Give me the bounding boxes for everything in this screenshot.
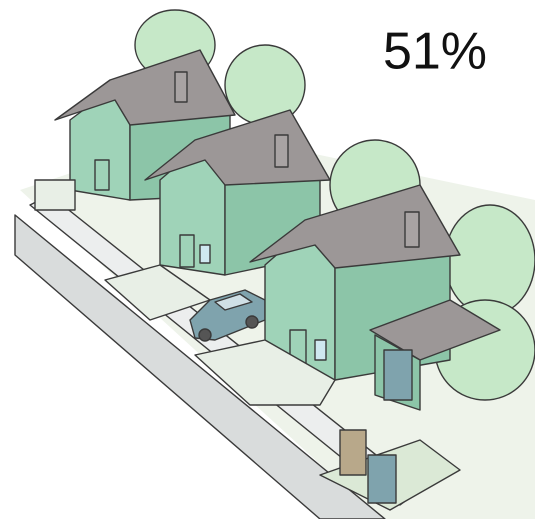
- bin: [340, 430, 366, 475]
- door: [180, 235, 194, 267]
- illustration: 51%: [0, 0, 535, 519]
- percent-label: 51%: [383, 23, 487, 81]
- chimney: [275, 135, 288, 167]
- window: [200, 245, 210, 263]
- window: [315, 340, 326, 360]
- bin: [368, 455, 396, 503]
- chimney: [175, 72, 187, 102]
- garage-door: [384, 350, 412, 400]
- chimney: [405, 212, 419, 247]
- tree: [225, 45, 305, 125]
- tree: [445, 205, 535, 315]
- yard: [35, 180, 75, 210]
- wheel: [199, 329, 211, 341]
- wheel: [246, 316, 258, 328]
- door: [95, 160, 109, 190]
